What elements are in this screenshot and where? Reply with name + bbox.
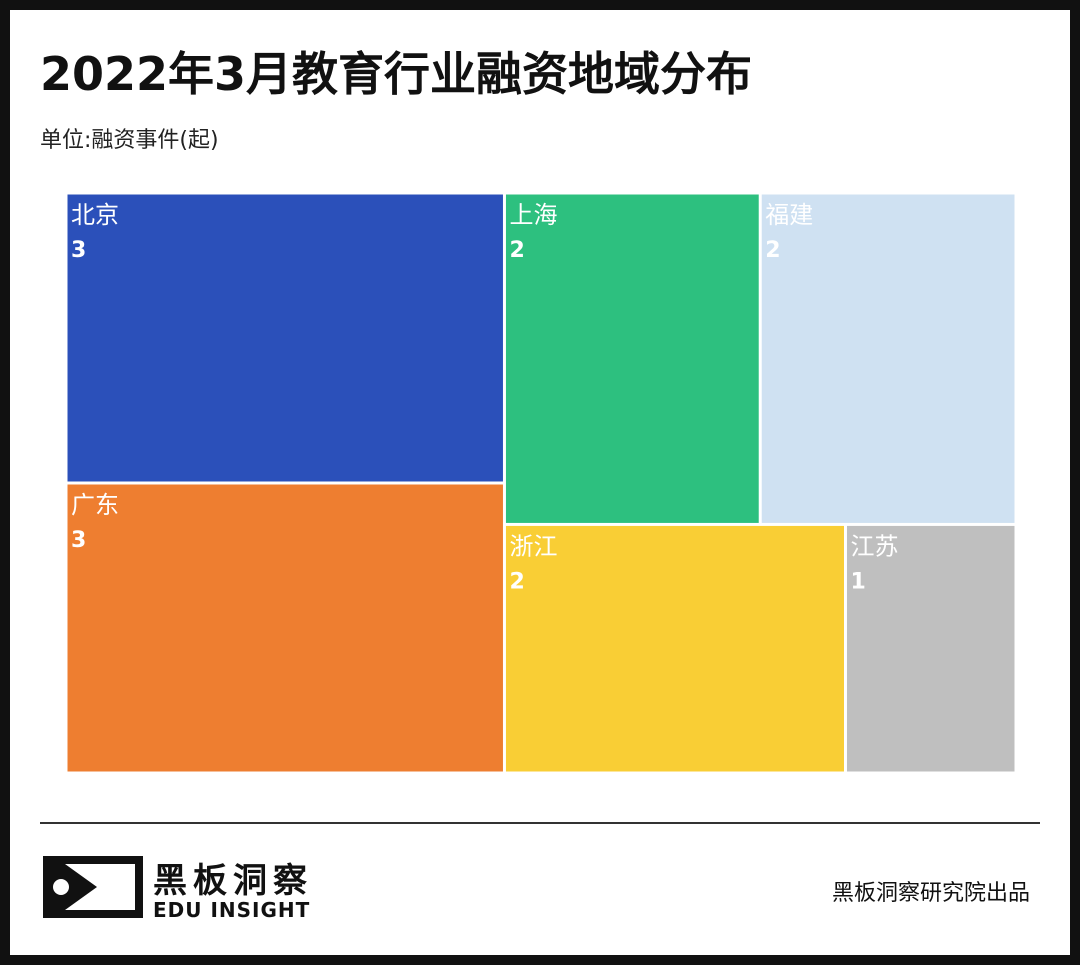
treemap-tile-label: 上海 (509, 201, 557, 229)
footer-divider (40, 822, 1040, 824)
treemap-tile-value: 1 (850, 569, 865, 594)
treemap-tile-3: 福建 2 (761, 194, 1015, 523)
treemap-rect (67, 194, 503, 482)
treemap-tile-0: 北京 3 (67, 194, 503, 482)
treemap-rect (67, 484, 503, 772)
treemap-rect (761, 194, 1015, 523)
treemap-tile-4: 浙江 2 (505, 525, 844, 772)
treemap-tile-label: 浙江 (509, 532, 557, 560)
chart-card: 2022年3月教育行业融资地域分布 单位:融资事件(起) 北京 3 广东 3 上海 2 福建… (10, 10, 1070, 955)
treemap-tile-label: 福建 (765, 201, 813, 229)
treemap-tile-value: 3 (71, 528, 86, 553)
treemap-tile-label: 江苏 (850, 532, 898, 560)
brand-name-cn: 黑板洞察 (153, 861, 313, 901)
chart-unit-label: 单位:融资事件(起) (40, 128, 219, 153)
treemap-tile-1: 广东 3 (67, 484, 503, 772)
treemap-tile-value: 2 (765, 238, 780, 263)
treemap-rect (505, 525, 844, 772)
treemap-tile-value: 2 (509, 238, 524, 263)
treemap-tile-2: 上海 2 (505, 194, 759, 523)
treemap-tile-label: 北京 (71, 201, 119, 229)
chart-title: 2022年3月教育行业融资地域分布 (40, 47, 753, 101)
treemap-chart: 北京 3 广东 3 上海 2 福建 2 浙江 2 江苏 1 (67, 194, 1015, 772)
brand-name-en: EDU INSIGHT (153, 898, 311, 922)
credit-text: 黑板洞察研究院出品 (831, 881, 1030, 906)
treemap-rect (505, 194, 759, 523)
edu-insight-logo-icon (43, 856, 143, 918)
treemap-tile-value: 2 (509, 569, 524, 594)
treemap-tile-value: 3 (71, 238, 86, 263)
treemap-tile-label: 广东 (71, 491, 119, 519)
treemap-rect (846, 525, 1015, 772)
treemap-tile-5: 江苏 1 (846, 525, 1015, 772)
